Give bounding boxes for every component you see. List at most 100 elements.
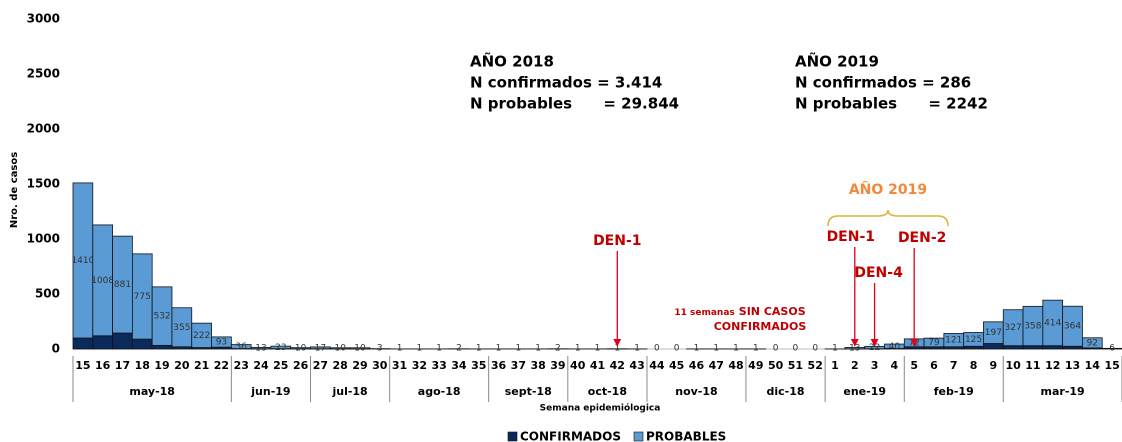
x-tick-label: 24 [253, 359, 269, 372]
value-label: 0 [773, 344, 779, 354]
x-tick-label: 34 [451, 359, 467, 372]
bar-segment [112, 332, 133, 350]
x-tick-label: 39 [550, 359, 565, 372]
x-tick-label: 43 [629, 359, 644, 372]
value-label: 40 [889, 342, 901, 352]
note: 11 semanas SIN CASOS [674, 305, 805, 318]
value-label: 364 [1064, 322, 1081, 332]
y-tick-label: 1500 [27, 177, 60, 191]
x-tick-label: 20 [174, 359, 190, 372]
x-tick-label: 13 [1065, 359, 1080, 372]
value-label: 775 [134, 292, 151, 302]
y-tick-label: 2500 [27, 67, 60, 81]
value-label: 0 [674, 344, 680, 354]
arrow-label: DEN-1 [593, 233, 641, 249]
x-tick-label: 21 [194, 359, 209, 372]
value-label: 125 [965, 335, 982, 345]
bar-segment [211, 336, 232, 348]
bar-segment [983, 343, 1004, 350]
x-tick-label: 4 [891, 359, 899, 372]
value-label: 1 [733, 344, 739, 354]
value-label: 1008 [91, 276, 114, 286]
bar-segment [92, 335, 113, 350]
month-label: dic-18 [767, 385, 805, 398]
bar-segment [191, 322, 212, 348]
value-label: 121 [945, 336, 962, 346]
x-tick-label: 42 [610, 359, 625, 372]
x-tick-label: 16 [95, 359, 111, 372]
value-label: 881 [114, 280, 131, 290]
x-tick-label: 23 [234, 359, 249, 372]
x-tick-label: 14 [1085, 359, 1101, 372]
value-label: 222 [193, 331, 210, 341]
x-tick-label: 49 [748, 359, 763, 372]
value-label: 36 [236, 342, 248, 352]
summary-line: N probables = 2242 [795, 95, 988, 113]
value-label: 1 [753, 344, 759, 354]
y-tick-label: 3000 [27, 12, 60, 26]
value-label: 1 [417, 344, 423, 354]
value-label: 1 [713, 344, 719, 354]
summary-line: N confirmados = 3.414 [470, 74, 662, 92]
month-label: mar-19 [1041, 385, 1085, 398]
value-label: 1 [614, 344, 620, 354]
value-label: 10 [334, 344, 346, 354]
arrow-label: DEN-1 [827, 229, 875, 245]
x-tick-label: 52 [808, 359, 823, 372]
x-tick-label: 15 [75, 359, 90, 372]
note: CONFIRMADOS [714, 320, 807, 333]
summary-title: AÑO 2018 [470, 52, 554, 71]
x-tick-label: 18 [135, 359, 150, 372]
value-label: 197 [985, 328, 1002, 338]
value-label: 1 [634, 344, 640, 354]
x-tick-label: 12 [1045, 359, 1060, 372]
x-tick-label: 26 [293, 359, 309, 372]
y-axis-label: Nro. de casos [9, 152, 20, 228]
month-label: ago-18 [418, 385, 461, 398]
arrow-label: DEN-2 [898, 230, 946, 246]
x-tick-label: 15 [1104, 359, 1119, 372]
x-tick-label: 25 [273, 359, 288, 372]
x-tick-label: 11 [1025, 359, 1040, 372]
value-label: 1 [575, 344, 581, 354]
x-tick-label: 1 [831, 359, 839, 372]
value-label: 2 [555, 344, 561, 354]
y-tick-label: 2000 [27, 122, 60, 136]
bar-segment [1062, 305, 1083, 347]
value-label: 1 [535, 344, 541, 354]
bracket-label: AÑO 2019 [849, 181, 927, 198]
y-tick-label: 500 [35, 287, 60, 301]
x-tick-label: 36 [491, 359, 507, 372]
x-tick-label: 3 [871, 359, 879, 372]
x-tick-label: 50 [768, 359, 784, 372]
x-tick-label: 45 [669, 359, 684, 372]
legend-swatch [507, 431, 518, 442]
x-tick-label: 22 [214, 359, 229, 372]
value-label: 6 [1109, 344, 1115, 354]
value-label: 1 [397, 344, 403, 354]
month-label: may-18 [129, 385, 175, 398]
value-label: 1 [595, 344, 601, 354]
month-label: nov-18 [675, 385, 717, 398]
value-label: 1 [496, 344, 502, 354]
x-tick-label: 41 [590, 359, 605, 372]
summary-line: N confirmados = 286 [795, 74, 971, 92]
month-label: jun-19 [250, 385, 290, 398]
x-tick-label: 33 [432, 359, 447, 372]
value-label: 414 [1044, 318, 1061, 328]
x-tick-label: 48 [728, 359, 743, 372]
value-label: 355 [173, 323, 190, 333]
value-label: 1 [476, 344, 482, 354]
bracket [827, 209, 949, 227]
bar-segment [1062, 345, 1083, 350]
month-label: sept-18 [505, 385, 552, 398]
value-label: 0 [654, 344, 660, 354]
value-label: 22 [869, 343, 880, 353]
bar-segment [1002, 345, 1024, 350]
x-tick-label: 30 [372, 359, 388, 372]
legend-swatch [633, 431, 644, 442]
x-tick-label: 9 [990, 359, 998, 372]
value-label: 532 [153, 312, 170, 322]
value-label: 17 [315, 343, 326, 353]
bar-segment [1042, 345, 1064, 350]
